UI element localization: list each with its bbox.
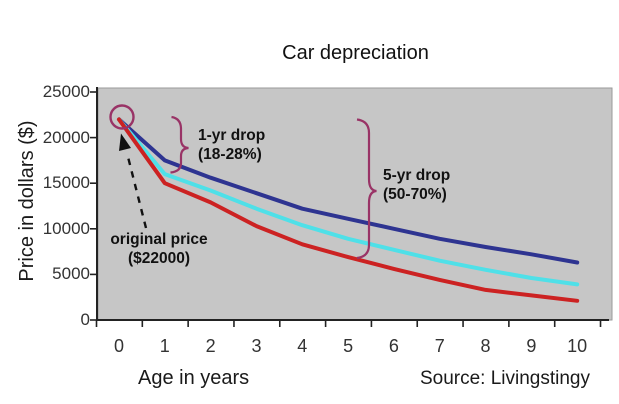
x-tick-label: 4 [297, 336, 308, 356]
highlight-circle [109, 104, 135, 130]
x-tick-labels: 0 1 2 3 4 5 6 7 8 9 10 [0, 336, 619, 360]
arrow-head-icon [119, 133, 131, 151]
annotation-5yr-drop: 5-yr drop (50-70%) [383, 166, 450, 204]
y-axis-title: Price in dollars ($) [16, 120, 38, 282]
x-tick-label: 0 [113, 336, 124, 356]
y-tick-labels: 0 5000 10000 15000 20000 25000 [0, 0, 92, 340]
x-tick-label: 5 [343, 336, 354, 356]
y-tick-label: 5000 [52, 264, 90, 284]
x-tick-label: 8 [480, 336, 491, 356]
y-tick-label: 20000 [42, 127, 90, 147]
x-tick-label: 9 [526, 336, 537, 356]
slow-depreciation-blue-line [117, 117, 580, 265]
fast-depreciation-red-line [117, 117, 580, 303]
annotation-original-price-line2: ($22000) [127, 250, 191, 267]
plot-area [97, 87, 613, 321]
x-tick-label: 1 [159, 336, 170, 356]
annotation-1yr-line2: (18-28%) [198, 146, 262, 163]
annotation-original-price: original price ($22000) [100, 230, 218, 268]
y-tick-label: 15000 [42, 173, 90, 193]
brace-1yr-icon [170, 115, 189, 174]
y-tick-label: 25000 [42, 82, 90, 101]
x-tick-label: 10 [567, 336, 588, 356]
average-depreciation-cyan-line [117, 117, 580, 287]
x-tick-label: 6 [388, 336, 399, 356]
x-tick-label: 2 [205, 336, 216, 356]
x-tick-label: 7 [434, 336, 445, 356]
annotation-original-price-line1: original price [110, 231, 208, 248]
chart-title: Car depreciation [282, 42, 429, 64]
x-tick-label: 3 [251, 336, 262, 356]
x-axis-title: Age in years [138, 367, 250, 389]
y-tick-label: 10000 [42, 218, 90, 238]
annotation-1yr-drop: 1-yr drop (18-28%) [198, 126, 265, 164]
series-lines [117, 117, 580, 303]
annotation-1yr-line1: 1-yr drop [198, 127, 266, 144]
y-tick-label: 0 [80, 310, 90, 329]
annotation-5yr-line2: (50-70%) [383, 186, 447, 203]
source-label: Source: Livingstingy [419, 368, 590, 389]
brace-5yr-icon [356, 118, 377, 260]
annotation-5yr-line1: 5-yr drop [383, 167, 451, 184]
